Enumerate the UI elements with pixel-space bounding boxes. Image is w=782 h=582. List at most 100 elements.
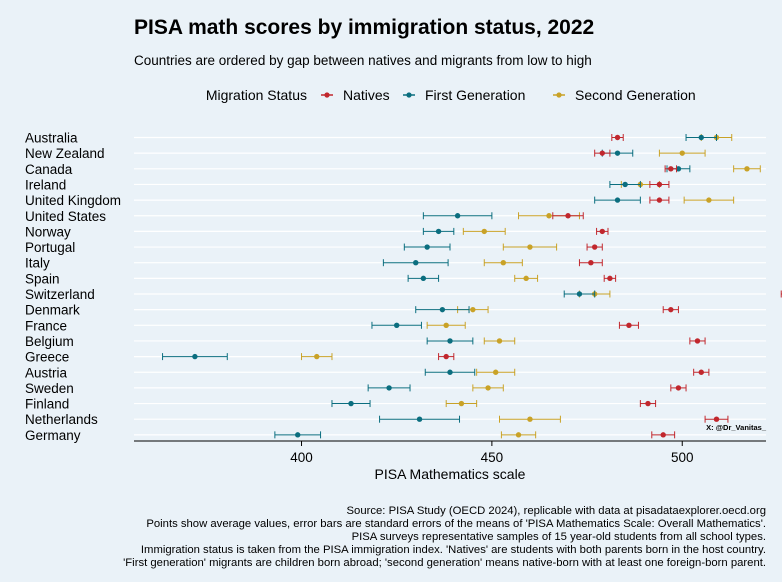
- legend-label: First Generation: [425, 87, 525, 103]
- x-tick-label: 400: [290, 450, 313, 465]
- first-generation-point: [675, 166, 682, 172]
- second-generation-point: [458, 400, 465, 407]
- second-generation-point: [527, 416, 533, 422]
- natives-point: [694, 338, 701, 344]
- footnote-points: Points show average values, error bars a…: [146, 518, 766, 530]
- legend-swatch-dot: [324, 92, 330, 98]
- chart-subtitle: Countries are ordered by gap between nat…: [134, 53, 592, 68]
- second-generation-point: [314, 353, 320, 360]
- second-generation-point: [485, 385, 491, 391]
- first-generation-point: [622, 181, 628, 188]
- second-generation-point: [523, 275, 529, 282]
- natives-point: [713, 416, 720, 422]
- y-tick-label: Switzerland: [25, 287, 95, 302]
- y-tick-label: Germany: [25, 428, 81, 443]
- y-tick-label: United Kingdom: [25, 193, 121, 208]
- y-tick-label: Belgium: [25, 334, 74, 349]
- natives-point: [660, 432, 666, 438]
- legend: Migration Status Natives First Generation…: [206, 87, 696, 103]
- y-tick-label: Italy: [25, 256, 50, 271]
- x-tick-label: 500: [671, 450, 694, 465]
- natives-point: [675, 385, 682, 391]
- y-tick-label: Spain: [25, 271, 60, 286]
- footnotes: Source: PISA Study (OECD 2024), replicab…: [123, 505, 766, 569]
- first-generation-point: [614, 197, 621, 203]
- first-generation-point: [439, 306, 446, 313]
- y-tick-label: Greece: [25, 350, 69, 365]
- first-generation-point: [295, 432, 301, 438]
- y-tick-label: Finland: [25, 397, 69, 412]
- second-generation-point: [500, 260, 507, 266]
- first-generation-point: [576, 291, 583, 297]
- footnote-generations: 'First generation' migrants are children…: [123, 557, 766, 569]
- first-generation-point: [435, 228, 442, 235]
- first-generation-point: [393, 322, 400, 328]
- y-tick-label: United States: [25, 209, 106, 224]
- footnote-immigration-index: Immigration status is taken from the PIS…: [141, 544, 766, 556]
- second-generation-point: [679, 150, 685, 156]
- y-tick-label: Netherlands: [25, 412, 98, 427]
- first-generation-point: [416, 416, 423, 422]
- second-generation-point: [527, 244, 533, 250]
- data-marks: [162, 134, 782, 439]
- first-generation-point: [447, 338, 453, 344]
- natives-point: [599, 228, 605, 235]
- natives-point: [668, 166, 674, 172]
- footnote-source: Source: PISA Study (OECD 2024), replicab…: [347, 505, 766, 517]
- natives-point: [698, 369, 704, 375]
- y-tick-label: France: [25, 318, 67, 333]
- second-generation-point: [515, 432, 522, 438]
- natives-point: [607, 275, 613, 282]
- first-generation-point: [192, 353, 198, 360]
- y-tick-label: Norway: [25, 224, 71, 239]
- natives-point: [599, 150, 605, 156]
- natives-point: [656, 181, 663, 188]
- natives-point: [645, 400, 651, 407]
- natives-point: [588, 260, 594, 266]
- legend-swatch-dot: [556, 92, 562, 98]
- natives-point: [614, 134, 621, 141]
- first-generation-point: [424, 244, 430, 250]
- first-generation-point: [386, 385, 392, 391]
- footnote-sample: PISA surveys representative samples of 1…: [352, 531, 766, 543]
- first-generation-point: [614, 150, 621, 156]
- y-tick-label: Austria: [25, 365, 68, 380]
- y-tick-label: Ireland: [25, 177, 66, 192]
- y-tick-label: Canada: [25, 162, 73, 177]
- first-generation-point: [420, 275, 427, 282]
- second-generation-point: [443, 322, 449, 328]
- second-generation-point: [706, 197, 712, 203]
- x-axis-label: PISA Mathematics scale: [375, 466, 526, 482]
- second-generation-point: [546, 213, 552, 219]
- first-generation-point: [413, 260, 419, 266]
- second-generation-point: [481, 228, 487, 235]
- first-generation-point: [698, 134, 704, 141]
- natives-point: [591, 244, 598, 250]
- second-generation-point: [496, 338, 503, 344]
- first-generation-point: [454, 213, 461, 219]
- chart-title: PISA math scores by immigration status, …: [134, 16, 594, 39]
- natives-point: [656, 197, 663, 203]
- x-tick-label: 450: [481, 450, 504, 465]
- y-tick-label: Sweden: [25, 381, 74, 396]
- natives-point: [626, 322, 632, 328]
- second-generation-point: [744, 166, 750, 172]
- y-tick-label: Australia: [25, 131, 78, 146]
- legend-swatch-dot: [406, 92, 412, 98]
- natives-point: [668, 306, 674, 313]
- watermark: X: @Dr_Vanitas_: [706, 423, 767, 432]
- legend-label: Second Generation: [575, 87, 696, 103]
- second-generation-point: [492, 369, 499, 375]
- natives-point: [565, 213, 571, 219]
- legend-title: Migration Status: [206, 87, 307, 103]
- x-axis-ticks: 400 450 500: [290, 441, 694, 465]
- first-generation-point: [348, 400, 354, 407]
- y-tick-label: New Zealand: [25, 146, 105, 161]
- y-tick-label: Portugal: [25, 240, 75, 255]
- second-generation-point: [470, 306, 476, 313]
- y-tick-label: Denmark: [25, 303, 80, 318]
- legend-label: Natives: [343, 87, 390, 103]
- first-generation-point: [447, 369, 453, 375]
